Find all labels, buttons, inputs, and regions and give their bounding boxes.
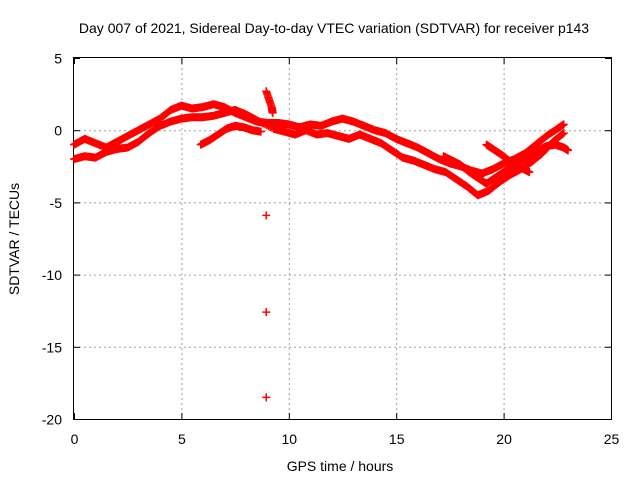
- data-point: [262, 393, 271, 402]
- data-point-interp: [261, 120, 270, 129]
- y-tick-label: 0: [54, 123, 62, 139]
- y-tick-label: -20: [42, 412, 62, 428]
- x-tick-label: 15: [389, 431, 405, 447]
- data-point-interp: [558, 129, 567, 138]
- data-point-interp: [264, 122, 273, 131]
- data-point-interp: [563, 146, 572, 155]
- axis-ticks: [74, 58, 612, 420]
- data-point-interp: [262, 121, 271, 130]
- x-tick-label: 20: [496, 431, 512, 447]
- x-tick-label: 0: [71, 431, 79, 447]
- x-axis-label: GPS time / hours: [287, 458, 394, 474]
- y-tick-label: 5: [54, 51, 62, 67]
- x-tick-label: 25: [604, 431, 620, 447]
- data-point-interp: [559, 120, 568, 129]
- data-point: [262, 308, 271, 317]
- data-point-interp: [256, 117, 265, 126]
- data-point-interp: [266, 123, 275, 132]
- series-track-c: [196, 121, 573, 188]
- grid-lines: [74, 58, 611, 419]
- y-tick-label: -10: [42, 267, 62, 283]
- data-point-interp: [254, 116, 263, 125]
- y-tick-label: -5: [50, 195, 63, 211]
- data-point-interp: [268, 108, 277, 117]
- data-point-interp: [256, 127, 265, 136]
- data-point-interp: [557, 130, 566, 139]
- y-axis-label: SDTVAR / TECUs: [6, 183, 22, 295]
- data-point: [262, 211, 271, 220]
- data-points: [70, 87, 573, 402]
- data-point-interp: [524, 167, 533, 176]
- y-tick-label: -15: [42, 339, 62, 355]
- data-point-interp: [257, 118, 266, 127]
- series-outliers: [262, 87, 277, 402]
- chart-title: Day 007 of 2021, Sidereal Day-to-day VTE…: [79, 20, 589, 36]
- tick-labels: 0 5 10 15 20 25 5 0 -5 -10 -15 -20: [42, 51, 620, 448]
- data-point-interp: [259, 119, 268, 128]
- x-tick-label: 10: [282, 431, 298, 447]
- x-tick-label: 5: [178, 431, 186, 447]
- plot-frame: [73, 57, 612, 420]
